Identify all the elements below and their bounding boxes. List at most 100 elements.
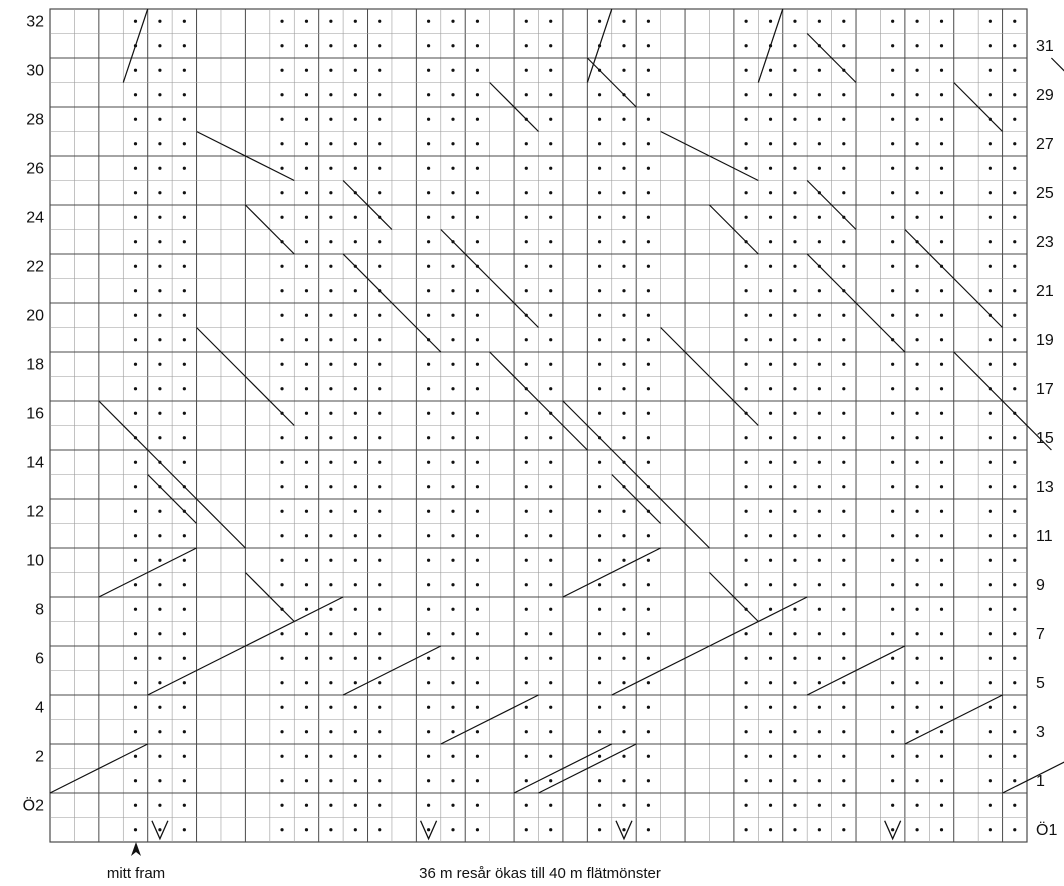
cable-line bbox=[342, 180, 393, 230]
purl-dot bbox=[988, 191, 992, 195]
purl-dot bbox=[329, 436, 333, 440]
purl-dot bbox=[793, 362, 797, 366]
purl-dot bbox=[329, 387, 333, 391]
purl-dot bbox=[158, 313, 162, 317]
purl-dot bbox=[426, 754, 431, 758]
purl-dot bbox=[378, 779, 382, 783]
purl-dot bbox=[304, 509, 309, 513]
purl-dot bbox=[549, 362, 553, 366]
purl-dot bbox=[646, 828, 651, 832]
purl-dot bbox=[768, 68, 773, 72]
purl-dot bbox=[744, 362, 748, 366]
purl-dot bbox=[475, 534, 480, 538]
purl-dot bbox=[891, 509, 895, 513]
purl-dot bbox=[988, 19, 992, 23]
purl-dot bbox=[304, 485, 309, 489]
cable-line bbox=[660, 498, 710, 549]
purl-dot bbox=[1013, 44, 1017, 48]
purl-dot bbox=[646, 215, 651, 219]
purl-dot bbox=[182, 411, 186, 415]
purl-dot bbox=[280, 436, 284, 440]
purl-dot bbox=[353, 656, 357, 660]
purl-dot bbox=[597, 632, 602, 636]
purl-dot bbox=[426, 534, 431, 538]
cable-line bbox=[489, 82, 539, 132]
purl-dot bbox=[768, 215, 773, 219]
purl-dot bbox=[280, 166, 284, 170]
purl-dot bbox=[549, 803, 553, 807]
purl-dot bbox=[133, 828, 138, 832]
row-label-left: 14 bbox=[26, 454, 44, 471]
purl-dot bbox=[549, 436, 553, 440]
purl-dot bbox=[915, 754, 919, 758]
cable-line bbox=[147, 449, 197, 500]
purl-dot bbox=[280, 754, 284, 758]
purl-dot bbox=[451, 411, 455, 415]
purl-dot bbox=[817, 362, 821, 366]
purl-dot bbox=[182, 779, 186, 783]
purl-dot bbox=[939, 240, 944, 244]
purl-dot bbox=[939, 583, 944, 587]
cable-line bbox=[709, 596, 808, 647]
purl-dot bbox=[793, 485, 797, 489]
purl-dot bbox=[133, 19, 138, 23]
purl-dot bbox=[182, 828, 186, 832]
purl-dot bbox=[842, 313, 846, 317]
purl-dot bbox=[646, 338, 651, 342]
purl-dot bbox=[597, 93, 602, 97]
purl-dot bbox=[793, 68, 797, 72]
purl-dot bbox=[133, 215, 138, 219]
purl-dot bbox=[915, 460, 919, 464]
purl-dot bbox=[768, 191, 773, 195]
purl-dot bbox=[891, 387, 895, 391]
purl-dot bbox=[549, 44, 553, 48]
purl-dot bbox=[988, 779, 992, 783]
purl-dot bbox=[475, 240, 480, 244]
increase-v-icon bbox=[151, 820, 169, 841]
purl-dot bbox=[842, 656, 846, 660]
purl-dot bbox=[842, 705, 846, 709]
purl-dot bbox=[817, 754, 821, 758]
purl-dot bbox=[304, 362, 309, 366]
purl-dot bbox=[304, 215, 309, 219]
purl-dot bbox=[475, 730, 480, 734]
cable-line bbox=[611, 645, 710, 696]
purl-dot bbox=[280, 583, 284, 587]
row-label-right: 11 bbox=[1036, 528, 1053, 545]
purl-dot bbox=[304, 754, 309, 758]
purl-dot bbox=[304, 166, 309, 170]
purl-dot bbox=[280, 93, 284, 97]
purl-dot bbox=[475, 436, 480, 440]
purl-dot bbox=[304, 142, 309, 146]
purl-dot bbox=[768, 436, 773, 440]
purl-dot bbox=[939, 779, 944, 783]
purl-dot bbox=[817, 93, 821, 97]
row-label-right: 15 bbox=[1036, 430, 1054, 447]
purl-dot bbox=[768, 166, 773, 170]
purl-dot bbox=[622, 44, 626, 48]
purl-dot bbox=[133, 534, 138, 538]
purl-dot bbox=[426, 387, 431, 391]
purl-dot bbox=[939, 215, 944, 219]
purl-dot bbox=[939, 754, 944, 758]
purl-dot bbox=[353, 632, 357, 636]
purl-dot bbox=[768, 142, 773, 146]
purl-dot bbox=[915, 632, 919, 636]
purl-dot bbox=[451, 730, 455, 734]
purl-dot bbox=[329, 828, 333, 832]
purl-dot bbox=[475, 607, 480, 611]
cable-line bbox=[342, 645, 442, 696]
row-label-left: 26 bbox=[26, 160, 44, 177]
purl-dot bbox=[280, 705, 284, 709]
purl-dot bbox=[891, 411, 895, 415]
purl-dot bbox=[768, 803, 773, 807]
purl-dot bbox=[378, 828, 382, 832]
purl-dot bbox=[549, 191, 553, 195]
purl-dot bbox=[182, 632, 186, 636]
purl-dot bbox=[158, 166, 162, 170]
purl-dot bbox=[622, 828, 626, 832]
purl-dot bbox=[524, 460, 528, 464]
purl-dot bbox=[182, 68, 186, 72]
purl-dot bbox=[158, 509, 162, 513]
purl-dot bbox=[475, 93, 480, 97]
